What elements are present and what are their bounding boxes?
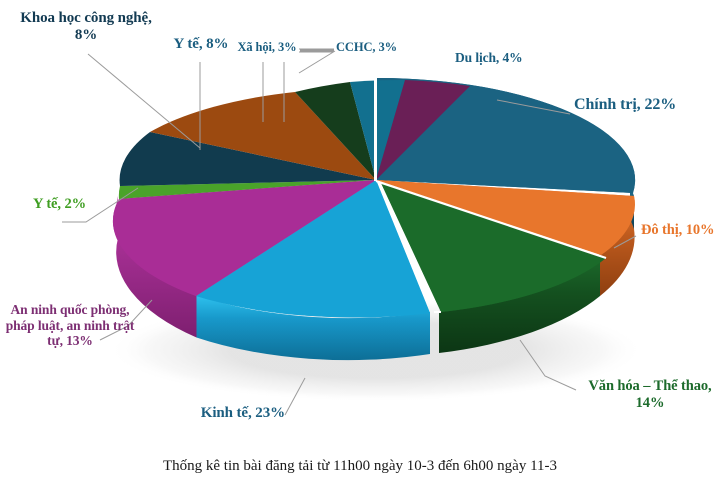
leader-kinh-te [284,377,306,416]
leader-khoa-hoc-cong-nghe [87,53,201,149]
slice-y-te-8 [150,92,376,180]
label-do-thi: Đô thị, 10% [641,222,715,238]
label-khoa-hoc-cong-nghe: Khoa học công nghệ, 8% [20,10,152,44]
leader-cchc-angle [298,50,336,74]
leader-an-ninh [99,299,153,341]
leader-van-hoa [519,339,577,391]
slice-xa-hoi [295,82,376,180]
slice-y-te-2 [118,180,377,199]
slice-gap-vanhoa [375,179,607,260]
label-du-lich: Du lịch, 4% [455,50,523,65]
slice-cchc [350,79,405,180]
label-cchc: CCHC, 3% [336,40,398,54]
chart-caption: Thống kê tin bài đăng tải từ 11h00 ngày … [162,458,558,474]
leader-lines [62,48,637,416]
leader-y-te-2 [62,187,139,223]
label-van-hoa-the-thao: Văn hóa – Thể thao, 14% [588,378,712,411]
pie-front-top-faces [112,180,635,318]
label-y-te-2: Y tế, 2% [32,196,86,212]
label-xa-hoi: Xã hội, 3% [237,40,297,54]
label-kinh-te: Kinh tế, 23% [200,405,285,421]
slice-du-lich [376,80,470,180]
label-chinh-tri: Chính trị, 22% [574,96,677,113]
leader-chinh-tri [496,99,571,115]
slice-khoa-hoc-cong-nghe [119,132,376,186]
label-an-ninh: An ninh quốc phòng, pháp luật, an ninh t… [5,302,135,349]
leader-do-thi [613,235,637,249]
label-y-te-8: Y tế, 8% [173,36,229,52]
